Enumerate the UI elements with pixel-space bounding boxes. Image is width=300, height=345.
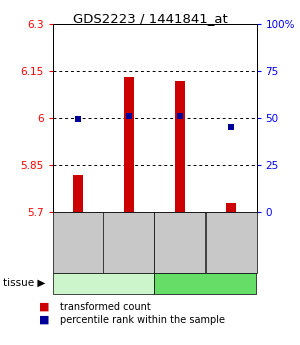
- Text: ovary: ovary: [88, 278, 119, 288]
- Text: tissue ▶: tissue ▶: [3, 278, 45, 288]
- Bar: [176, 80, 184, 212]
- Text: ■: ■: [39, 315, 50, 325]
- Text: GSM82633: GSM82633: [226, 218, 236, 267]
- Text: GSM82631: GSM82631: [124, 218, 134, 267]
- Text: GDS2223 / 1441841_at: GDS2223 / 1441841_at: [73, 12, 227, 25]
- Text: GSM82632: GSM82632: [176, 218, 184, 267]
- Bar: [124, 77, 134, 212]
- Text: percentile rank within the sample: percentile rank within the sample: [60, 315, 225, 325]
- Bar: [74, 175, 82, 212]
- Text: transformed count: transformed count: [60, 302, 151, 312]
- Text: ■: ■: [39, 302, 50, 312]
- Bar: [226, 203, 236, 212]
- Text: testis: testis: [190, 278, 220, 288]
- Text: GSM82630: GSM82630: [74, 218, 82, 267]
